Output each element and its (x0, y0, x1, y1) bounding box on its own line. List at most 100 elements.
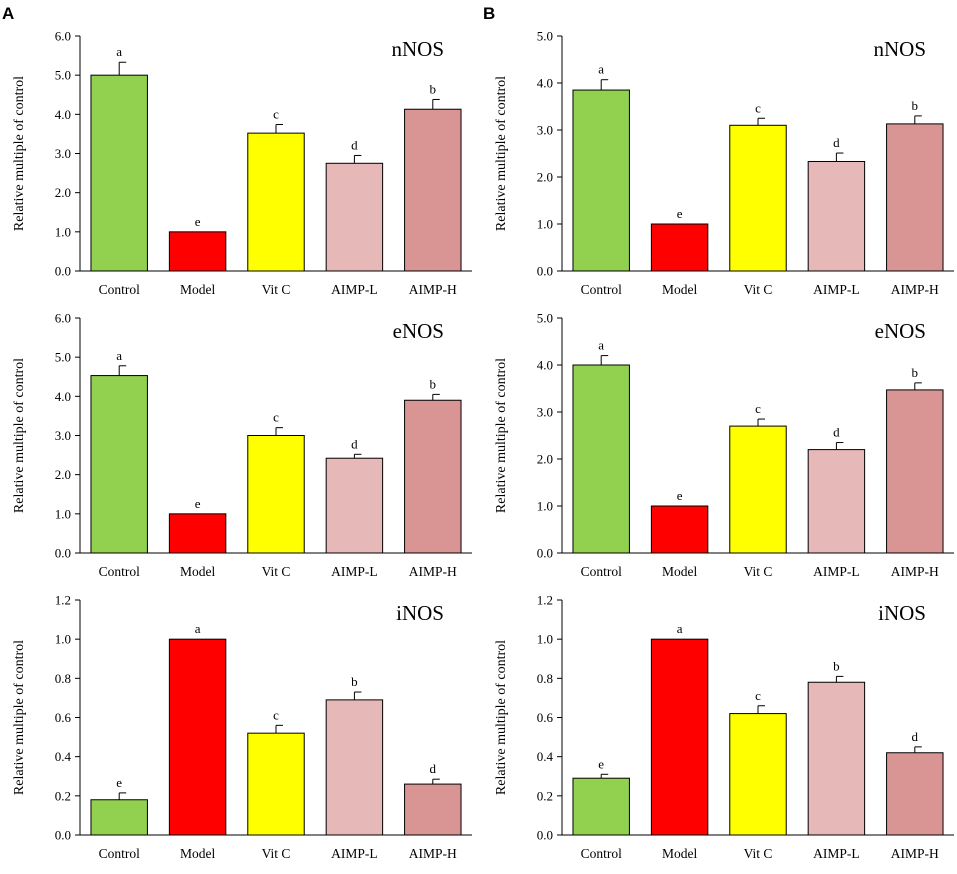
significance-label: b (430, 81, 437, 96)
significance-label: d (912, 729, 919, 744)
significance-label: b (912, 98, 919, 113)
chart-title: iNOS (396, 601, 444, 625)
y-tick-label: 3.0 (537, 123, 553, 138)
y-tick-label: 1.0 (537, 632, 553, 647)
significance-label: c (273, 107, 279, 122)
significance-label: c (755, 100, 761, 115)
bar-vit-c (729, 425, 787, 554)
bar-vit-c (247, 132, 305, 272)
significance-label: b (912, 365, 919, 380)
y-tick-label: 1.0 (55, 632, 71, 647)
bar-control (90, 799, 148, 836)
y-tick-label: 0.2 (537, 788, 553, 803)
significance-label: a (195, 621, 201, 636)
x-tick-label: AIMP-H (891, 282, 939, 297)
x-tick-label: Control (99, 564, 141, 579)
chart-title: eNOS (393, 319, 444, 343)
bar-control (90, 375, 148, 554)
x-tick-label: Model (662, 282, 697, 297)
significance-label: e (598, 756, 604, 771)
bar-aimp-l (807, 681, 866, 836)
bar-vit-c (247, 435, 305, 554)
bar-control (90, 74, 148, 272)
bar-aimp-l (325, 699, 384, 836)
significance-label: c (755, 688, 761, 703)
x-tick-label: Vit C (262, 846, 291, 861)
x-tick-label: Vit C (262, 282, 291, 297)
significance-label: b (430, 376, 437, 391)
significance-label: b (833, 658, 840, 673)
significance-label: d (833, 135, 840, 150)
x-tick-label: Model (180, 846, 215, 861)
y-axis-label: Relative multiple of control (494, 640, 509, 795)
bar-model (168, 513, 227, 554)
y-tick-label: 4.0 (55, 389, 71, 404)
y-tick-label: 1.2 (55, 593, 71, 608)
x-tick-label: Model (180, 282, 215, 297)
y-tick-label: 5.0 (537, 311, 553, 326)
x-tick-label: AIMP-L (813, 846, 860, 861)
bar-aimp-h (886, 389, 944, 554)
chart-a-nnos: Relative multiple of control 0.0 1.0 2.0 3.0… (12, 29, 472, 297)
bar-aimp-h (404, 783, 462, 836)
panel-label-b: B (483, 4, 496, 23)
bar-aimp-l (325, 162, 384, 272)
y-axis-label: Relative multiple of control (12, 640, 27, 795)
bar-vit-c (729, 713, 787, 836)
bar-aimp-h (404, 108, 462, 272)
y-tick-label: 1.0 (537, 499, 553, 514)
y-tick-label: 0.6 (55, 710, 72, 725)
x-tick-label: Model (180, 564, 215, 579)
bar-control (572, 777, 630, 836)
significance-label: a (677, 621, 683, 636)
significance-label: e (195, 496, 201, 511)
x-tick-label: Control (581, 564, 623, 579)
y-axis-label: Relative multiple of control (12, 76, 27, 231)
bar-model (168, 638, 227, 836)
significance-label: e (677, 206, 683, 221)
significance-label: d (430, 761, 437, 776)
y-tick-label: 0.0 (537, 546, 553, 561)
bar-vit-c (729, 124, 787, 272)
significance-label: c (273, 410, 279, 425)
chart-a-enos: Relative multiple of control 0.0 1.0 2.0 3.0… (12, 311, 472, 579)
x-tick-label: AIMP-L (813, 564, 860, 579)
bar-model (168, 231, 227, 272)
y-tick-label: 5.0 (537, 29, 553, 44)
x-tick-label: Vit C (744, 564, 773, 579)
x-tick-label: Control (99, 846, 141, 861)
significance-label: e (195, 214, 201, 229)
chart-title: eNOS (875, 319, 926, 343)
y-axis-label: Relative multiple of control (12, 358, 27, 513)
y-tick-label: 6.0 (55, 29, 71, 44)
significance-label: d (833, 425, 840, 440)
y-tick-label: 4.0 (537, 76, 553, 91)
chart-a-inos: Relative multiple of control 0.0 0.2 0.4 0.6… (12, 593, 472, 861)
bar-control (572, 89, 630, 272)
y-tick-label: 0.8 (55, 671, 71, 686)
bar-control (572, 364, 630, 554)
x-tick-label: Control (581, 846, 623, 861)
bar-model (650, 638, 709, 836)
significance-label: a (116, 348, 122, 363)
x-tick-label: AIMP-H (891, 564, 939, 579)
y-tick-label: 0.0 (55, 264, 71, 279)
x-tick-label: Vit C (744, 846, 773, 861)
y-tick-label: 3.0 (537, 405, 553, 420)
y-tick-label: 2.0 (537, 452, 553, 467)
y-tick-label: 1.0 (537, 217, 553, 232)
y-tick-label: 6.0 (55, 311, 71, 326)
y-tick-label: 0.0 (537, 264, 553, 279)
x-tick-label: AIMP-L (331, 282, 378, 297)
bar-vit-c (247, 732, 305, 836)
y-tick-label: 4.0 (55, 107, 71, 122)
significance-label: e (677, 488, 683, 503)
bar-aimp-l (807, 160, 866, 272)
y-tick-label: 1.0 (55, 506, 71, 521)
y-tick-label: 0.0 (55, 828, 71, 843)
bar-aimp-h (404, 399, 462, 554)
x-tick-label: Model (662, 564, 697, 579)
y-tick-label: 0.6 (537, 710, 554, 725)
significance-label: a (116, 44, 122, 59)
y-axis-label: Relative multiple of control (494, 76, 509, 231)
